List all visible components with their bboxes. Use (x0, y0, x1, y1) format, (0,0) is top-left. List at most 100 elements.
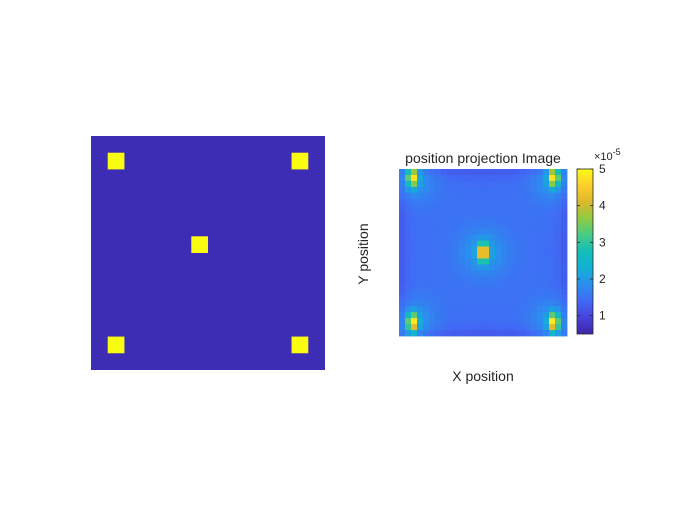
heatmap-cell (513, 246, 520, 253)
heatmap-cell (507, 282, 514, 289)
heatmap-cell (465, 240, 472, 247)
heatmap-cell (411, 192, 418, 200)
heatmap-cell (405, 330, 412, 337)
heatmap-cell (561, 288, 568, 295)
heatmap-cell (411, 210, 418, 218)
heatmap-cell (537, 204, 544, 212)
heatmap-cell (519, 228, 526, 235)
heatmap-cell (501, 288, 508, 295)
heatmap-cell (543, 324, 550, 331)
heatmap-cell (525, 216, 532, 224)
heatmap-cell (549, 270, 556, 277)
heatmap-cell (459, 198, 466, 206)
heatmap-cell (441, 318, 448, 325)
heatmap-cell (429, 324, 436, 331)
heatmap-cell (561, 228, 568, 235)
heatmap-cell (549, 228, 556, 235)
heatmap-cell (399, 210, 406, 218)
x-axis-label: X position (452, 368, 513, 384)
heatmap-cell (537, 186, 544, 194)
heatmap-cell (555, 204, 562, 212)
heatmap-cell (423, 174, 430, 182)
heatmap-cell (447, 186, 454, 194)
colorbar-ticks: 1 2 3 4 5 (577, 162, 606, 323)
heatmap-cell (495, 270, 502, 277)
heatmap-cell (531, 222, 538, 230)
heatmap-cell (417, 186, 424, 194)
heatmap-cell (411, 264, 418, 271)
heatmap-cell (549, 306, 556, 313)
heatmap-cell (423, 216, 430, 224)
heatmap-cell (495, 294, 502, 301)
heatmap-cell (531, 228, 538, 235)
heatmap-cell (435, 169, 442, 176)
heatmap-cell (537, 174, 544, 182)
heatmap-cell (561, 318, 568, 325)
heatmap-cell (471, 180, 478, 188)
heatmap-cell (429, 180, 436, 188)
heatmap-cell (549, 240, 556, 247)
heatmap-cell (429, 169, 436, 176)
heatmap-cell (417, 228, 424, 235)
heatmap-cell (507, 312, 514, 319)
heatmap-cell (513, 169, 520, 176)
heatmap-cell (525, 312, 532, 319)
heatmap-cell (543, 282, 550, 289)
heatmap-cell (441, 264, 448, 271)
heatmap-cell (555, 288, 562, 295)
heatmap-cell (417, 264, 424, 271)
heatmap-cell (417, 180, 424, 188)
heatmap-cell (477, 174, 484, 182)
heatmap-cell (561, 180, 568, 188)
heatmap-cell (543, 192, 550, 200)
heatmap-cell (411, 318, 418, 325)
heatmap-cell (543, 222, 550, 230)
heatmap-cell (435, 276, 442, 283)
heatmap-cell (549, 192, 556, 200)
heatmap-cell (495, 192, 502, 200)
heatmap-cell (471, 174, 478, 182)
heatmap-cell (537, 300, 544, 307)
heatmap-cell (495, 300, 502, 307)
heatmap-cell (399, 198, 406, 206)
heatmap-cell (519, 169, 526, 176)
heatmap-cell (543, 306, 550, 313)
heatmap-cell (423, 222, 430, 230)
heatmap-cell (513, 210, 520, 218)
heatmap-cell (543, 264, 550, 271)
heatmap-cell (543, 294, 550, 301)
heatmap-cell (561, 276, 568, 283)
heatmap-cell (537, 180, 544, 188)
heatmap-cell (501, 204, 508, 212)
heatmap-cell (489, 282, 496, 289)
heatmap-cell (537, 252, 544, 259)
heatmap-cell (459, 240, 466, 247)
heatmap-cell (507, 288, 514, 295)
heatmap-cell (507, 270, 514, 277)
heatmap-cell (453, 330, 460, 337)
heatmap-cell (513, 312, 520, 319)
heatmap-cell (513, 234, 520, 241)
heatmap-cell (483, 288, 490, 295)
heatmap-cell (405, 198, 412, 206)
heatmap-cell (423, 312, 430, 319)
heatmap-cell (441, 300, 448, 307)
heatmap-cell (501, 312, 508, 319)
heatmap-cell (435, 234, 442, 241)
heatmap-cell (429, 294, 436, 301)
heatmap-cell (417, 216, 424, 224)
heatmap-cell (525, 246, 532, 253)
heatmap-cell (465, 306, 472, 313)
heatmap-cell (537, 198, 544, 206)
heatmap-cell (543, 246, 550, 253)
heatmap-cell (477, 252, 484, 259)
heatmap-cell (549, 252, 556, 259)
heatmap-cell (411, 186, 418, 194)
heatmap-cell (411, 300, 418, 307)
heatmap-cell (477, 210, 484, 218)
heatmap-cell (519, 204, 526, 212)
heatmap-cell (477, 240, 484, 247)
colorbar-tick-label: 2 (599, 272, 606, 286)
heatmap-cell (519, 180, 526, 188)
colorbar: 1 2 3 4 5 ×10-5 (576, 147, 621, 335)
